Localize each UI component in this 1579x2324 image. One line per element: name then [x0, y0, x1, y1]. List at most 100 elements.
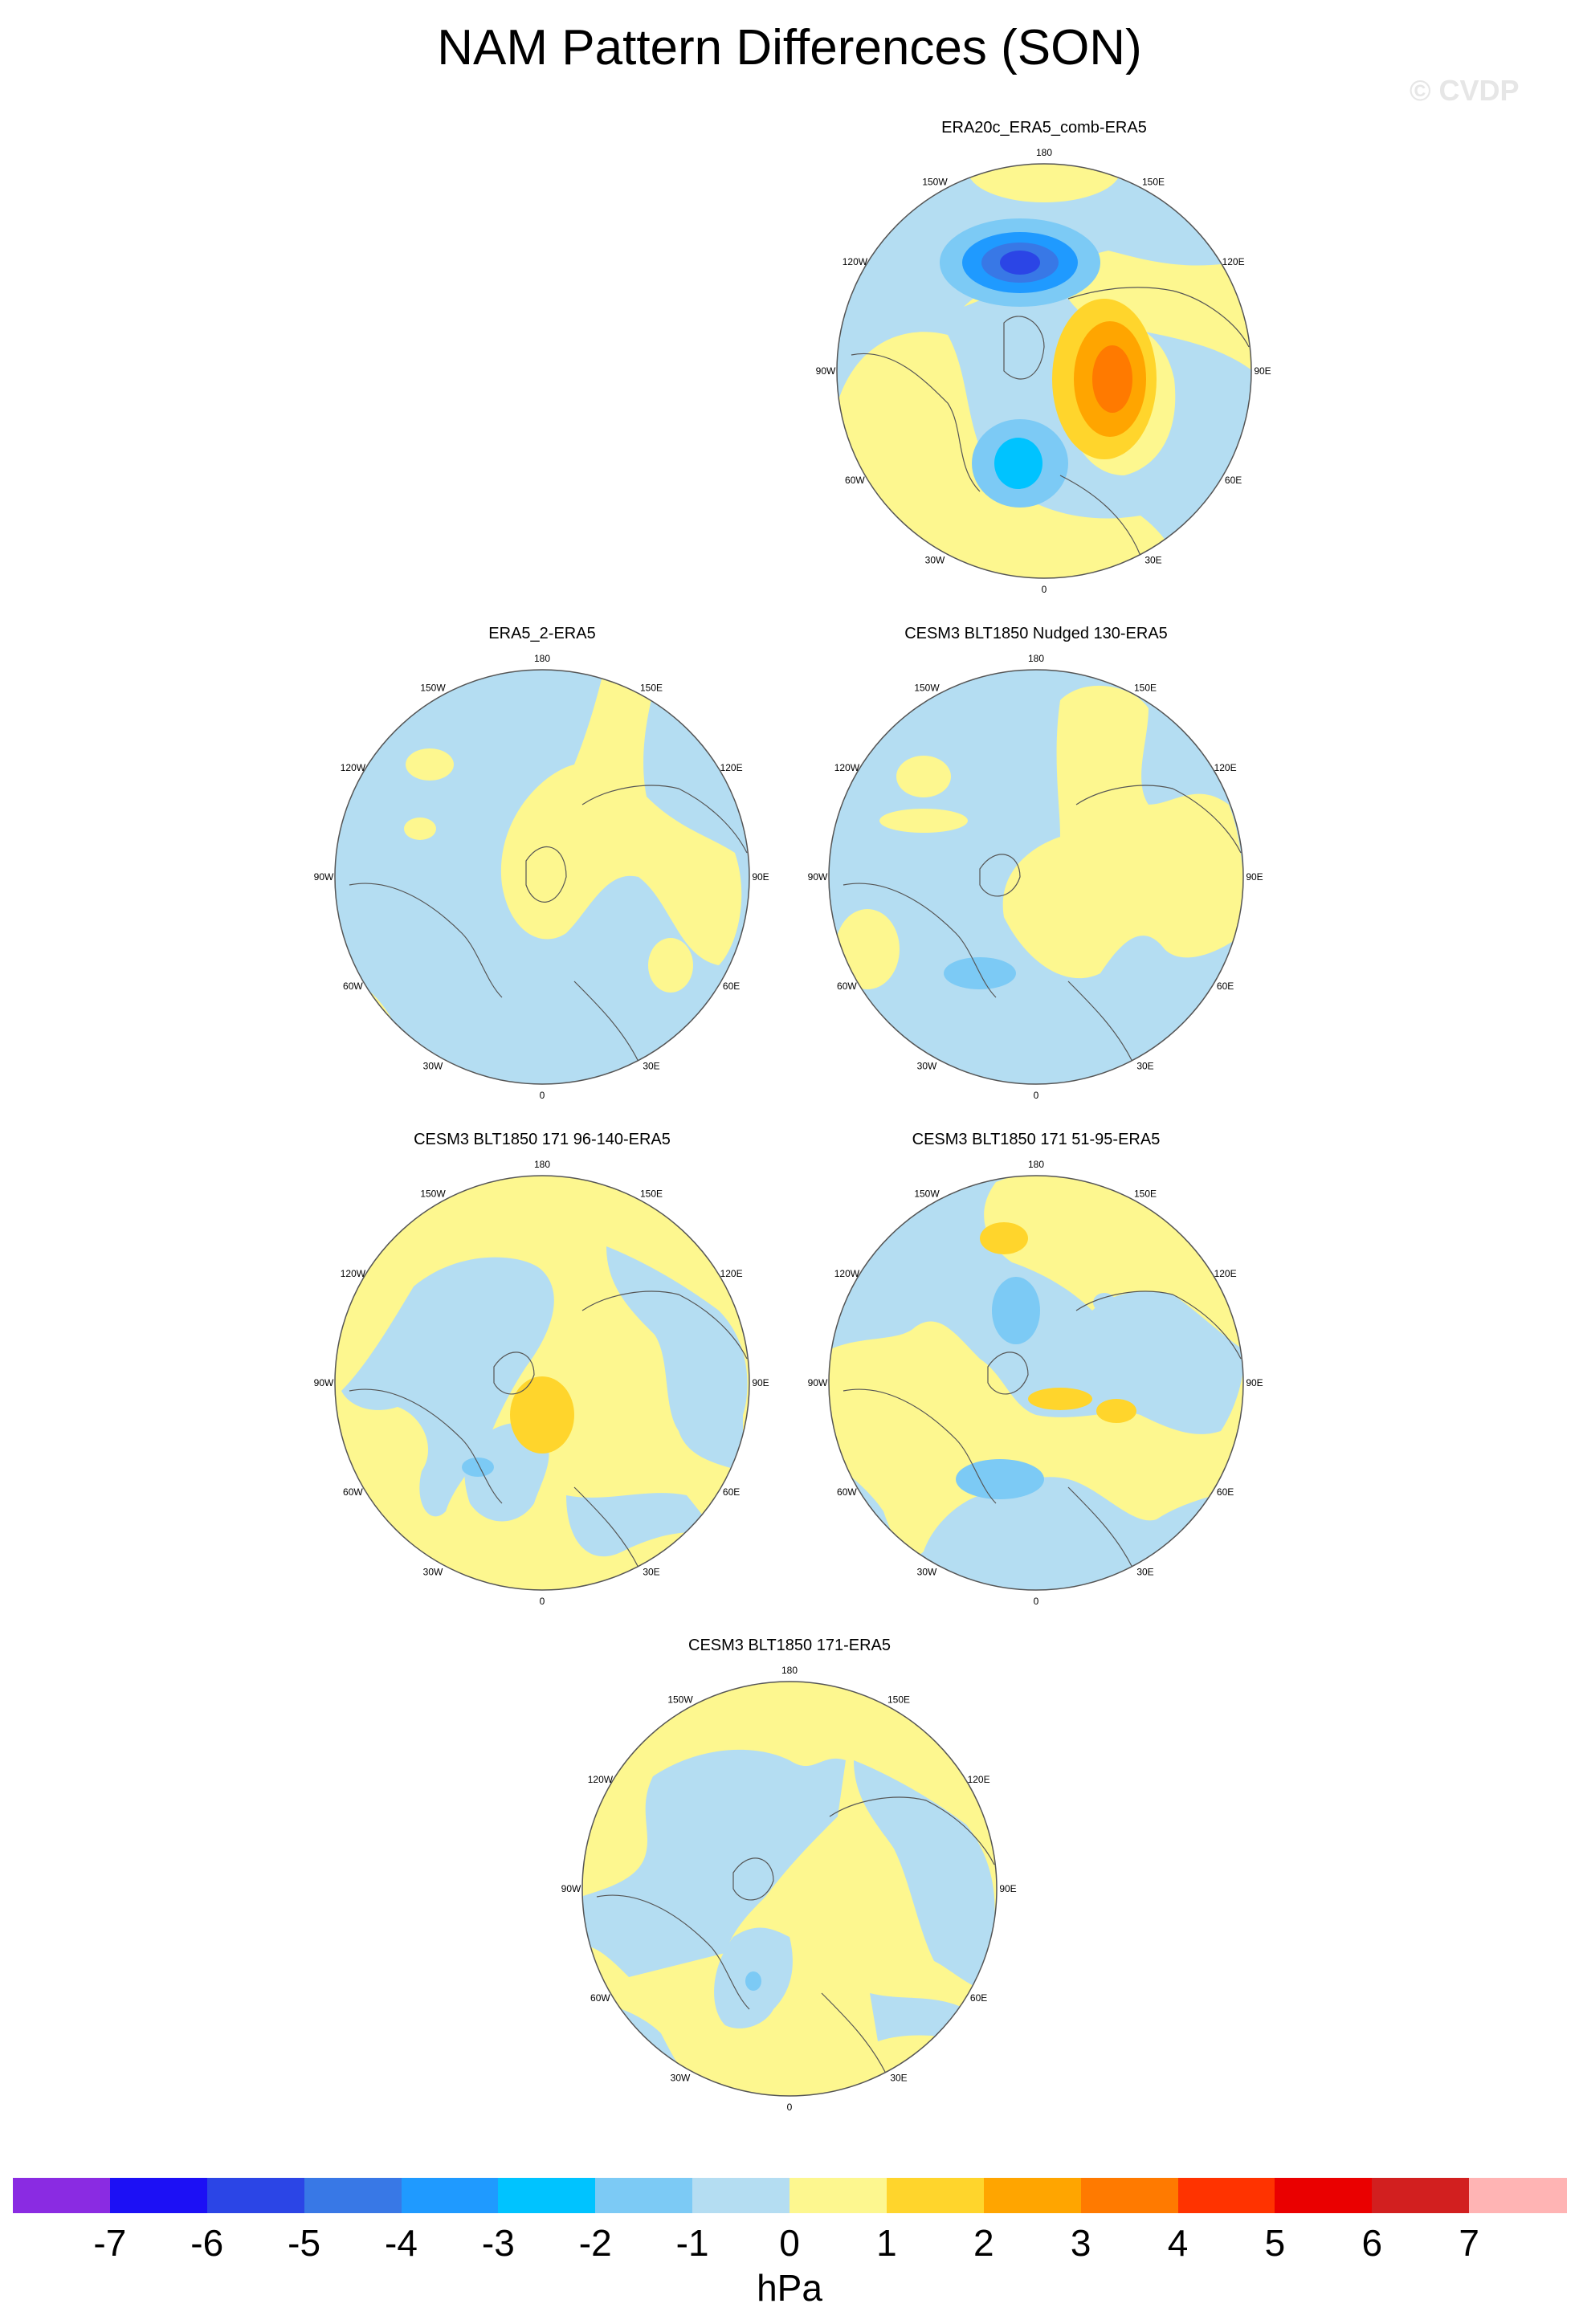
longitude-label: 60W [845, 475, 865, 486]
longitude-label: 0 [540, 1090, 545, 1101]
polar-map: 180 150E 120E 90E 60E 30E 0 30W 60W 90W 120W 150W [808, 1159, 1263, 1607]
colorbar-swatch [1469, 2178, 1567, 2213]
longitude-label: 150E [640, 1188, 663, 1199]
longitude-label: 30W [917, 1061, 937, 1072]
colorbar-swatch [1275, 2178, 1373, 2213]
colorbar-swatch [595, 2178, 693, 2213]
watermark: © CVDP [1410, 74, 1520, 107]
panel-title: ERA20c_ERA5_comb-ERA5 [941, 119, 1147, 137]
longitude-label: 60E [1217, 981, 1234, 992]
longitude-label: 180 [781, 1665, 798, 1676]
polar-map: 180 150E 120E 90E 60E 30E 0 30W 60W 90W 120W 150W [816, 147, 1271, 595]
longitude-label: 90W [808, 1377, 828, 1388]
colorbar-swatch [401, 2178, 499, 2213]
panel-title: CESM3 BLT1850 171 51-95-ERA5 [912, 1131, 1161, 1148]
longitude-label: 180 [534, 1159, 550, 1170]
polar-map: 180 150E 120E 90E 60E 30E 0 30W 60W 90W 120W 150W [808, 653, 1263, 1101]
longitude-label: 180 [534, 653, 550, 664]
colorbar-tick-label: -3 [481, 2222, 515, 2264]
longitude-label: 120W [834, 1268, 860, 1279]
colorbar [13, 2178, 1567, 2213]
longitude-label: 90W [561, 1883, 581, 1894]
longitude-label: 150E [1134, 1188, 1157, 1199]
longitude-label: 90W [816, 365, 836, 377]
longitude-label: 120W [834, 762, 860, 773]
map-panel-cesm3-51-95: CESM3 BLT1850 171 51-95-ERA5 180 150E 120E… [795, 1126, 1277, 1624]
map-panel-era20c: ERA20c_ERA5_comb-ERA5 180 150E 120E 90E 60E 3… [803, 114, 1285, 612]
longitude-label: 30W [917, 1567, 937, 1578]
colorbar-swatch [13, 2178, 111, 2213]
colorbar-swatch [983, 2178, 1082, 2213]
longitude-label: 60W [837, 981, 857, 992]
panel-title: CESM3 BLT1850 171 96-140-ERA5 [414, 1131, 671, 1148]
longitude-label: 30W [423, 1567, 443, 1578]
longitude-label: 150W [922, 176, 948, 187]
longitude-label: 30E [643, 1567, 659, 1578]
longitude-label: 120E [720, 1268, 743, 1279]
longitude-label: 60W [343, 1486, 363, 1498]
longitude-label: 30E [1144, 555, 1161, 566]
panel-title: CESM3 BLT1850 Nudged 130-ERA5 [904, 625, 1168, 642]
colorbar-tick-label: -6 [190, 2222, 224, 2264]
colorbar-tick-label: 3 [1070, 2222, 1091, 2264]
colorbar-units: hPa [757, 2267, 822, 2309]
longitude-label: 90E [1246, 871, 1263, 883]
longitude-label: 30W [671, 2073, 691, 2084]
longitude-label: 60E [1225, 475, 1242, 486]
longitude-label: 120E [720, 762, 743, 773]
map-panel-cesm3-171: CESM3 BLT1850 171-ERA5 180 150E 120E 90E 60E… [549, 1632, 1030, 2130]
longitude-label: 90E [1254, 365, 1271, 377]
longitude-label: 180 [1028, 1159, 1044, 1170]
longitude-label: 150E [1134, 682, 1157, 693]
colorbar-swatch [1177, 2178, 1275, 2213]
map-panel-era5-2: ERA5_2-ERA5 180 150E 120E 90E 60E 30E 0 30W 60W 9… [301, 620, 783, 1118]
colorbar-swatch [790, 2178, 887, 2213]
colorbar-tick-label: -1 [675, 2222, 709, 2264]
longitude-label: 60E [723, 981, 740, 992]
colorbar-tick-label: 4 [1167, 2222, 1189, 2264]
longitude-label: 30E [1136, 1567, 1153, 1578]
longitude-label: 150E [887, 1694, 910, 1705]
colorbar-tick-label: 1 [876, 2222, 897, 2264]
longitude-label: 60W [343, 981, 363, 992]
colorbar-tick-label: 5 [1264, 2222, 1286, 2264]
longitude-label: 120W [843, 256, 868, 267]
colorbar-swatch [1080, 2178, 1178, 2213]
longitude-label: 0 [1034, 1596, 1039, 1607]
colorbar-tick-label: -2 [578, 2222, 612, 2264]
figure-title: NAM Pattern Differences (SON) [437, 20, 1142, 75]
colorbar-swatch [692, 2178, 790, 2213]
colorbar-swatch [206, 2178, 305, 2213]
map-panel-cesm3-96-140: CESM3 BLT1850 171 96-140-ERA5 180 150E 120… [301, 1126, 783, 1624]
longitude-label: 60W [837, 1486, 857, 1498]
longitude-label: 180 [1028, 653, 1044, 664]
longitude-label: 150W [667, 1694, 693, 1705]
longitude-label: 0 [1034, 1090, 1039, 1101]
colorbar-tick-label: -4 [385, 2222, 418, 2264]
longitude-label: 30W [423, 1061, 443, 1072]
colorbar-swatch [1372, 2178, 1470, 2213]
longitude-label: 150E [640, 682, 663, 693]
longitude-label: 30E [1136, 1061, 1153, 1072]
longitude-label: 90E [752, 871, 769, 883]
longitude-label: 90E [999, 1883, 1016, 1894]
panel-title: CESM3 BLT1850 171-ERA5 [688, 1637, 891, 1654]
longitude-label: 120E [968, 1774, 990, 1785]
colorbar-tick-label: 6 [1361, 2222, 1383, 2264]
longitude-label: 90W [314, 1377, 334, 1388]
longitude-label: 150W [420, 682, 446, 693]
longitude-label: 150E [1142, 176, 1165, 187]
colorbar-tick-label: 7 [1459, 2222, 1479, 2264]
colorbar-swatch [304, 2178, 402, 2213]
colorbar-tick-label: 0 [779, 2222, 800, 2264]
map-panel-cesm3-nudged-130: CESM3 BLT1850 Nudged 130-ERA5 180 150E 120… [795, 620, 1277, 1118]
longitude-label: 150W [420, 1188, 446, 1199]
colorbar-swatch [886, 2178, 985, 2213]
longitude-label: 30E [890, 2073, 907, 2084]
longitude-label: 90W [808, 871, 828, 883]
panel-title: ERA5_2-ERA5 [488, 625, 596, 642]
longitude-label: 60W [590, 1992, 610, 2004]
longitude-label: 60E [1217, 1486, 1234, 1498]
longitude-label: 90E [1246, 1377, 1263, 1388]
colorbar-swatch [498, 2178, 596, 2213]
